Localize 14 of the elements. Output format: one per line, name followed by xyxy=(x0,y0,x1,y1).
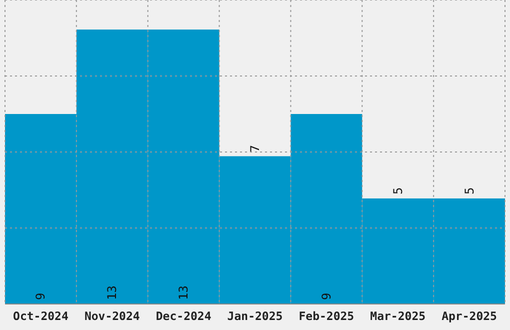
x-tick-label: Dec-2024 xyxy=(156,309,212,323)
data-label: 13 xyxy=(176,286,191,300)
x-tick-label: Jan-2025 xyxy=(227,309,283,323)
x-tick-label: Mar-2025 xyxy=(370,309,426,323)
data-label: 5 xyxy=(462,187,476,194)
data-label: 9 xyxy=(34,292,48,300)
x-tick-label: Oct-2024 xyxy=(13,309,68,323)
x-tick-label: Feb-2025 xyxy=(298,309,354,323)
x-tick-label: Apr-2025 xyxy=(442,309,498,323)
data-label: 9 xyxy=(319,292,334,300)
x-tick-label: Nov-2024 xyxy=(84,309,140,323)
data-label: 5 xyxy=(390,187,405,194)
data-label: 13 xyxy=(105,286,120,300)
data-label: 7 xyxy=(248,144,262,152)
